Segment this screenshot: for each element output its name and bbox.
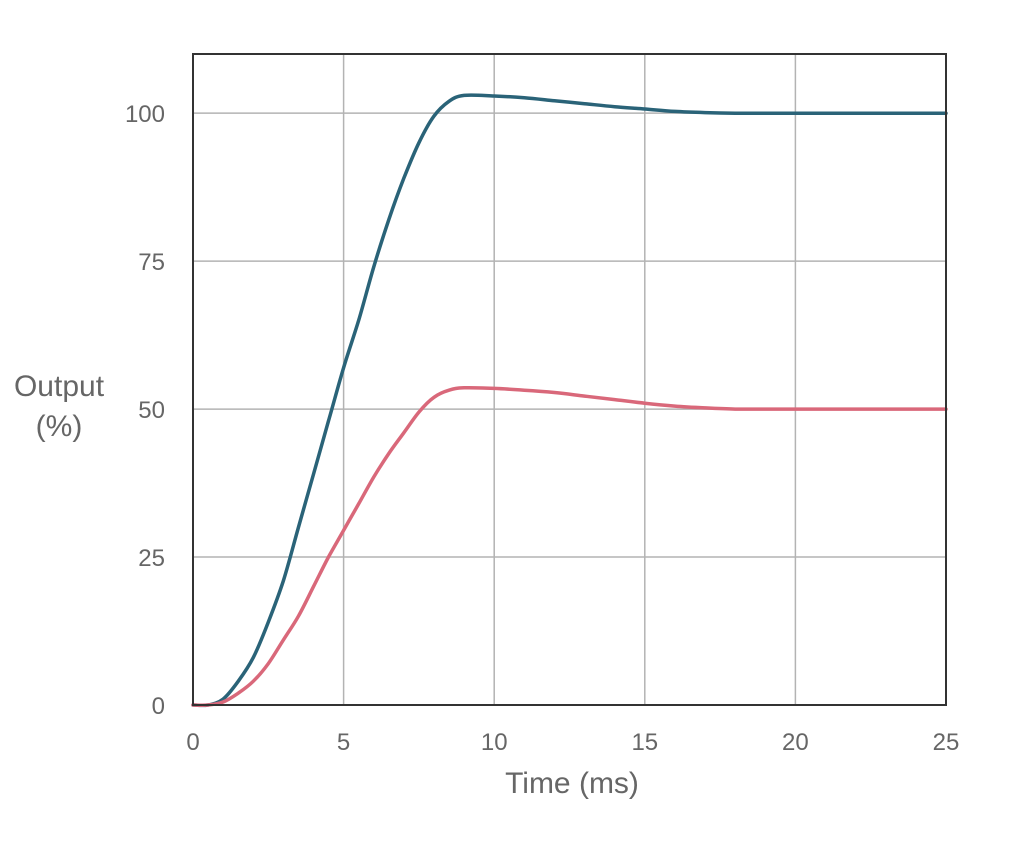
vertical-gridlines — [342, 54, 947, 705]
series-lines — [191, 93, 948, 708]
x-tick-label: 20 — [782, 729, 809, 756]
x-axis-tick-labels: 0 5 10 15 20 25 — [186, 729, 959, 756]
x-tick-label: 25 — [933, 729, 960, 756]
y-tick-label: 100 — [125, 101, 165, 128]
x-tick-label: 0 — [186, 729, 199, 756]
y-axis-title-line-1: Output — [14, 370, 105, 403]
horizontal-gridlines — [193, 112, 946, 558]
y-tick-label: 0 — [152, 693, 165, 720]
y-axis-tick-labels: 0 25 50 75 100 — [125, 101, 165, 720]
x-tick-label: 10 — [481, 729, 508, 756]
series-line-1 — [191, 93, 948, 708]
y-tick-label: 25 — [138, 545, 165, 572]
plot-frame — [192, 53, 947, 706]
y-axis-title-line-2: (%) — [36, 410, 83, 443]
y-tick-label: 75 — [138, 249, 165, 276]
x-axis-title: Time (ms) — [505, 767, 639, 800]
x-tick-label: 15 — [631, 729, 658, 756]
y-tick-label: 50 — [138, 397, 165, 424]
series-line-2 — [191, 385, 948, 707]
x-tick-label: 5 — [337, 729, 350, 756]
